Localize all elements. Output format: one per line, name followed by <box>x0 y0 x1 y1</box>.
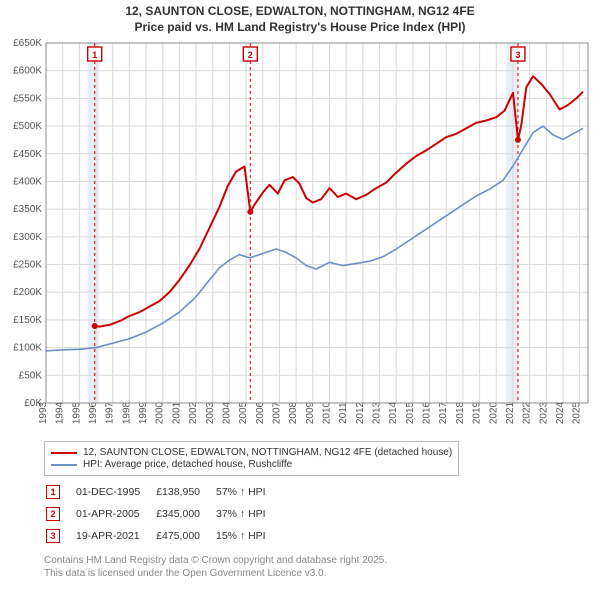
svg-text:£650K: £650K <box>13 38 42 49</box>
marker-table: 1 01-DEC-1995£138,95057% ↑ HPI 2 01-APR-200… <box>44 480 282 548</box>
price-chart: £0K£50K£100K£150K£200K£250K£300K£350K£40… <box>4 37 596 437</box>
svg-text:£350K: £350K <box>13 204 42 215</box>
legend: 12, SAUNTON CLOSE, EDWALTON, NOTTINGHAM,… <box>44 441 459 476</box>
svg-text:£150K: £150K <box>13 315 42 326</box>
svg-text:2002: 2002 <box>188 402 199 425</box>
svg-text:2010: 2010 <box>322 402 333 425</box>
svg-text:2015: 2015 <box>405 402 416 425</box>
svg-text:2016: 2016 <box>422 402 433 425</box>
marker-pct: 57% ↑ HPI <box>216 482 280 502</box>
marker-date: 19-APR-2021 <box>76 526 154 546</box>
svg-text:1996: 1996 <box>88 402 99 425</box>
marker-row: 1 01-DEC-1995£138,95057% ↑ HPI <box>46 482 280 502</box>
svg-text:2023: 2023 <box>538 402 549 425</box>
svg-text:2004: 2004 <box>221 402 232 425</box>
marker-date: 01-DEC-1995 <box>76 482 154 502</box>
svg-text:£500K: £500K <box>13 121 42 132</box>
svg-text:£450K: £450K <box>13 149 42 160</box>
svg-text:1999: 1999 <box>138 402 149 425</box>
svg-text:2014: 2014 <box>388 402 399 425</box>
svg-text:2017: 2017 <box>438 402 449 425</box>
svg-text:2022: 2022 <box>522 402 533 425</box>
attribution-line-1: Contains HM Land Registry data © Crown c… <box>44 554 584 567</box>
marker-badge: 1 <box>46 485 60 499</box>
svg-text:3: 3 <box>515 50 520 60</box>
svg-text:2008: 2008 <box>288 402 299 425</box>
marker-price: £138,950 <box>156 482 214 502</box>
svg-text:2021: 2021 <box>505 402 516 425</box>
marker-pct: 15% ↑ HPI <box>216 526 280 546</box>
marker-badge: 2 <box>46 507 60 521</box>
svg-text:2000: 2000 <box>155 402 166 425</box>
svg-text:£600K: £600K <box>13 66 42 77</box>
svg-text:1: 1 <box>92 50 97 60</box>
svg-text:1995: 1995 <box>71 402 82 425</box>
svg-text:2019: 2019 <box>472 402 483 425</box>
svg-text:2012: 2012 <box>355 402 366 425</box>
svg-text:£300K: £300K <box>13 232 42 243</box>
attribution: Contains HM Land Registry data © Crown c… <box>44 554 584 580</box>
marker-date: 01-APR-2005 <box>76 504 154 524</box>
legend-row-price-paid: 12, SAUNTON CLOSE, EDWALTON, NOTTINGHAM,… <box>51 447 452 458</box>
svg-text:£250K: £250K <box>13 260 42 271</box>
marker-pct: 37% ↑ HPI <box>216 504 280 524</box>
svg-text:1994: 1994 <box>55 402 66 425</box>
legend-row-hpi: HPI: Average price, detached house, Rush… <box>51 459 452 470</box>
svg-text:£50K: £50K <box>19 370 43 381</box>
svg-text:2025: 2025 <box>572 402 583 425</box>
svg-text:2024: 2024 <box>555 402 566 425</box>
svg-text:2018: 2018 <box>455 402 466 425</box>
marker-price: £475,000 <box>156 526 214 546</box>
svg-text:2009: 2009 <box>305 402 316 425</box>
legend-label-hpi: HPI: Average price, detached house, Rush… <box>83 459 292 470</box>
marker-row: 2 01-APR-2005£345,00037% ↑ HPI <box>46 504 280 524</box>
legend-swatch-hpi <box>51 464 77 466</box>
legend-swatch-price-paid <box>51 452 77 454</box>
chart-svg: £0K£50K£100K£150K£200K£250K£300K£350K£40… <box>4 37 596 437</box>
svg-text:2001: 2001 <box>171 402 182 425</box>
svg-text:2011: 2011 <box>338 402 349 424</box>
title-line-1: 12, SAUNTON CLOSE, EDWALTON, NOTTINGHAM,… <box>4 4 596 20</box>
svg-text:£550K: £550K <box>13 94 42 105</box>
svg-text:£400K: £400K <box>13 177 42 188</box>
marker-price: £345,000 <box>156 504 214 524</box>
marker-row: 3 19-APR-2021£475,00015% ↑ HPI <box>46 526 280 546</box>
svg-text:1998: 1998 <box>121 402 132 425</box>
svg-text:1993: 1993 <box>38 402 49 425</box>
marker-badge: 3 <box>46 529 60 543</box>
svg-text:2005: 2005 <box>238 402 249 425</box>
legend-label-price-paid: 12, SAUNTON CLOSE, EDWALTON, NOTTINGHAM,… <box>83 447 452 458</box>
chart-title: 12, SAUNTON CLOSE, EDWALTON, NOTTINGHAM,… <box>4 4 596 35</box>
svg-text:2003: 2003 <box>205 402 216 425</box>
title-line-2: Price paid vs. HM Land Registry's House … <box>4 20 596 36</box>
svg-text:1997: 1997 <box>105 402 116 425</box>
svg-text:2013: 2013 <box>372 402 383 425</box>
svg-text:2: 2 <box>248 50 253 60</box>
svg-text:2007: 2007 <box>271 402 282 425</box>
svg-text:£100K: £100K <box>13 343 42 354</box>
svg-text:£200K: £200K <box>13 287 42 298</box>
svg-text:2020: 2020 <box>488 402 499 425</box>
attribution-line-2: This data is licensed under the Open Gov… <box>44 567 584 580</box>
svg-text:2006: 2006 <box>255 402 266 425</box>
